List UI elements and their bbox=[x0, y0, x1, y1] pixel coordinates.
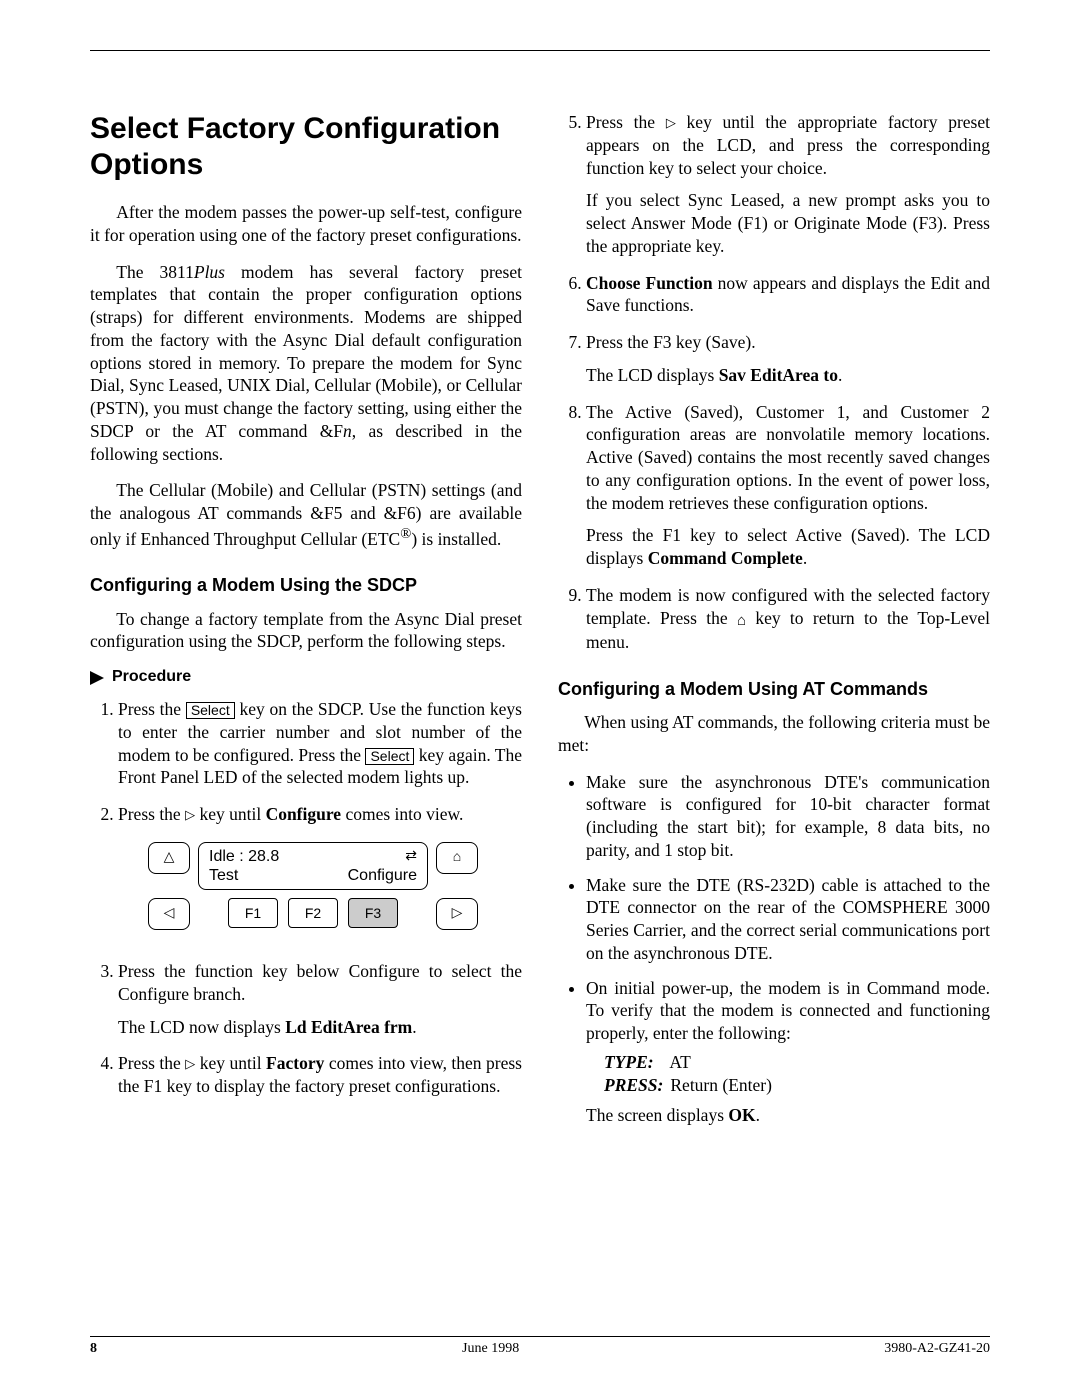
bullet-3: On initial power-up, the modem is in Com… bbox=[586, 977, 990, 1128]
type-label: TYPE: bbox=[604, 1051, 666, 1074]
left-column: Select Factory Configuration Options Aft… bbox=[90, 111, 522, 1141]
intro-p3: The Cellular (Mobile) and Cellular (PSTN… bbox=[90, 479, 522, 550]
lcd-home-button: ⌂ bbox=[436, 842, 478, 874]
home-icon: ⌂ bbox=[737, 612, 746, 632]
sdcp-intro: To change a factory template from the As… bbox=[90, 608, 522, 654]
right-column: Press the ▷ key until the appropriate fa… bbox=[558, 111, 990, 1141]
step-7: Press the F3 key (Save). The LCD display… bbox=[586, 331, 990, 387]
step-8: The Active (Saved), Customer 1, and Cust… bbox=[586, 401, 990, 570]
select-key: Select bbox=[186, 702, 235, 719]
right-arrow-icon: ▷ bbox=[185, 807, 195, 824]
at-intro: When using AT commands, the following cr… bbox=[558, 711, 990, 757]
bullet-1: Make sure the asynchronous DTE's communi… bbox=[586, 771, 990, 862]
swap-icon: ⇄ bbox=[405, 847, 417, 866]
procedure-heading: Procedure bbox=[90, 667, 522, 688]
lcd-panel: △ Idle : 28.8 ⇄ Test Configure bbox=[148, 842, 478, 930]
page-title: Select Factory Configuration Options bbox=[90, 111, 522, 183]
step-4: Press the ▷ key until Factory comes into… bbox=[118, 1052, 522, 1098]
at-heading: Configuring a Modem Using AT Commands bbox=[558, 678, 990, 701]
lcd-left-button: ◁ bbox=[148, 898, 190, 930]
f1-key: F1 bbox=[228, 898, 278, 928]
intro-p2: The 3811Plus modem has several factory p… bbox=[90, 261, 522, 466]
f3-key: F3 bbox=[348, 898, 398, 928]
page-number: 8 bbox=[90, 1341, 97, 1357]
step-3: Press the function key below Configure t… bbox=[118, 960, 522, 1038]
sdcp-heading: Configuring a Modem Using the SDCP bbox=[90, 574, 522, 597]
step-9: The modem is now configured with the sel… bbox=[586, 584, 990, 654]
step-2: Press the ▷ key until Configure comes in… bbox=[118, 803, 522, 930]
f2-key: F2 bbox=[288, 898, 338, 928]
step-1: Press the Select key on the SDCP. Use th… bbox=[118, 698, 522, 789]
step-5: Press the ▷ key until the appropriate fa… bbox=[586, 111, 990, 258]
step-6: Choose Function now appears and displays… bbox=[586, 272, 990, 318]
intro-p1: After the modem passes the power-up self… bbox=[90, 201, 522, 247]
play-icon bbox=[90, 671, 104, 685]
bullet-2: Make sure the DTE (RS-232D) cable is att… bbox=[586, 874, 990, 965]
footer-date: June 1998 bbox=[462, 1341, 519, 1357]
lcd-up-button: △ bbox=[148, 842, 190, 874]
select-key: Select bbox=[365, 748, 414, 765]
page-footer: 8 June 1998 3980-A2-GZ41-20 bbox=[90, 1336, 990, 1357]
right-arrow-icon: ▷ bbox=[185, 1056, 195, 1073]
right-arrow-icon: ▷ bbox=[666, 115, 676, 132]
press-label: PRESS: bbox=[604, 1074, 666, 1097]
top-rule bbox=[90, 50, 990, 51]
lcd-right-button: ▷ bbox=[436, 898, 478, 930]
lcd-screen: Idle : 28.8 ⇄ Test Configure bbox=[198, 842, 428, 890]
footer-doc: 3980-A2-GZ41-20 bbox=[884, 1341, 990, 1357]
